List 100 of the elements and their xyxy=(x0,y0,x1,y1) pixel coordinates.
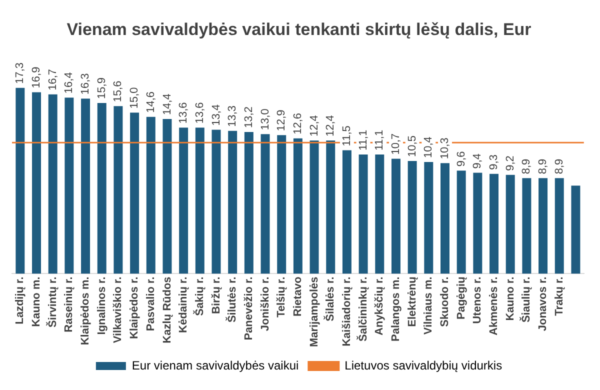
data-label: 14,4 xyxy=(161,94,174,116)
bar xyxy=(48,94,58,274)
bar xyxy=(64,98,74,274)
data-label: 12,4 xyxy=(324,115,337,137)
bar xyxy=(130,112,140,274)
x-tick-label: Kaišiadorių r. xyxy=(340,276,353,346)
x-tick-label: Kazlų Rūdos xyxy=(161,276,174,344)
x-tick-label: Šalčininkų r. xyxy=(356,276,370,342)
x-tick-label: Pasvalio r. xyxy=(144,276,157,332)
bar xyxy=(32,92,42,274)
data-label: 12,4 xyxy=(308,115,320,137)
data-label: 13,6 xyxy=(178,102,190,124)
data-label: 15,6 xyxy=(112,80,124,102)
x-tick-label: Kauno r. xyxy=(504,276,516,321)
x-tick-label: Šakių r. xyxy=(192,276,206,316)
x-tick-label: Utenos r. xyxy=(472,276,484,324)
x-tick-label: Ignalinos r. xyxy=(96,276,108,335)
bar xyxy=(358,154,368,274)
bar xyxy=(81,98,90,274)
data-label: 15,9 xyxy=(96,78,108,99)
data-label: 14,6 xyxy=(144,91,157,113)
data-label: 15,0 xyxy=(128,87,141,109)
data-label: 13,6 xyxy=(194,102,206,124)
x-tick-label: Joniškio r. xyxy=(259,276,272,332)
legend-label: Lietuvos savivaldybių vidurkis xyxy=(344,358,502,372)
data-label: 12,9 xyxy=(276,110,288,132)
bar xyxy=(490,174,499,274)
data-label: 9,2 xyxy=(504,156,516,171)
x-tick-label: Biržų r. xyxy=(210,276,222,314)
bar xyxy=(408,160,417,274)
x-tick-label: Palangos m. xyxy=(390,276,402,342)
x-tick-label: Akmenės r. xyxy=(488,276,500,336)
bar xyxy=(554,178,564,274)
data-label: 8,9 xyxy=(537,158,550,174)
bar xyxy=(228,130,238,274)
x-tick-label: Klaipėdos m. xyxy=(80,276,92,346)
x-tick-label: Elektrėnų xyxy=(406,276,418,327)
data-label: 13,3 xyxy=(226,105,239,127)
x-tick-label: Klaipėdos r. xyxy=(128,276,141,340)
x-tick-label: Panevėžio r. xyxy=(242,276,255,340)
data-label: 10,3 xyxy=(439,138,452,160)
x-tick-label: Šiaulių r. xyxy=(520,276,533,323)
data-label: 9,3 xyxy=(488,154,500,170)
x-tick-label: Skuodo r. xyxy=(439,276,452,327)
bar xyxy=(260,134,270,274)
data-label: 17,3 xyxy=(14,62,26,84)
bar xyxy=(97,102,106,274)
bar xyxy=(473,172,482,274)
data-label: 16,9 xyxy=(30,66,43,88)
x-tick-label: Vilniaus m. xyxy=(422,276,435,335)
bar xyxy=(195,128,204,274)
data-label: 10,5 xyxy=(406,136,418,157)
bar xyxy=(179,128,188,274)
data-label: 13,2 xyxy=(242,106,255,128)
legend-label: Eur vienam savivaldybės vaikui xyxy=(132,358,299,372)
bar xyxy=(424,162,434,274)
bar xyxy=(440,163,450,274)
data-label: 11,1 xyxy=(357,130,370,150)
bar xyxy=(293,138,302,274)
x-tick-label: Rietavo xyxy=(292,276,304,316)
bar xyxy=(342,150,352,274)
data-label: 10,4 xyxy=(422,136,435,158)
x-tick-label: Šilalės r. xyxy=(324,276,337,322)
bar xyxy=(391,158,400,274)
x-tick-label: Kėdainių r. xyxy=(178,276,190,333)
data-label: 13,0 xyxy=(259,108,272,130)
x-tick-label: Širvintų r. xyxy=(46,276,59,328)
bar xyxy=(146,116,156,274)
bar xyxy=(277,135,286,274)
x-tick-label: Pagėgių xyxy=(455,276,468,320)
bar xyxy=(162,119,172,274)
data-label: 13,4 xyxy=(210,104,222,126)
data-label: 12,6 xyxy=(292,112,304,134)
bar xyxy=(456,170,466,274)
data-label: 9,4 xyxy=(472,153,484,169)
data-label: 16,3 xyxy=(80,73,92,95)
x-tick-label: Anykščių r. xyxy=(374,276,386,336)
data-label: 16,7 xyxy=(46,68,59,90)
x-tick-label: Vilkaviškio r. xyxy=(112,276,124,344)
bar xyxy=(326,140,336,274)
bar xyxy=(310,140,319,274)
x-tick-label: Marijampolės xyxy=(308,276,320,348)
x-tick-label: Raseinių r. xyxy=(63,276,76,332)
bar xyxy=(506,174,515,274)
data-label: 8,9 xyxy=(520,158,533,174)
data-label: 9,6 xyxy=(455,151,468,167)
x-tick-label: Telšių r. xyxy=(276,276,288,318)
data-label: 10,7 xyxy=(390,133,402,155)
bar xyxy=(114,106,123,274)
x-tick-label: Kauno m. xyxy=(30,276,43,327)
bar xyxy=(212,130,221,274)
bar xyxy=(16,88,25,274)
bar xyxy=(375,154,384,274)
data-label: 8,9 xyxy=(553,158,566,174)
data-label: 16,4 xyxy=(63,72,76,94)
bar xyxy=(538,178,548,274)
bar xyxy=(244,132,254,274)
x-tick-label: Lazdijų r. xyxy=(14,276,26,324)
data-label: 11,1 xyxy=(374,130,386,150)
chart-title: Vienam savivaldybės vaikui tenkanti skirtų lėšų dalis, Eur xyxy=(66,20,532,39)
